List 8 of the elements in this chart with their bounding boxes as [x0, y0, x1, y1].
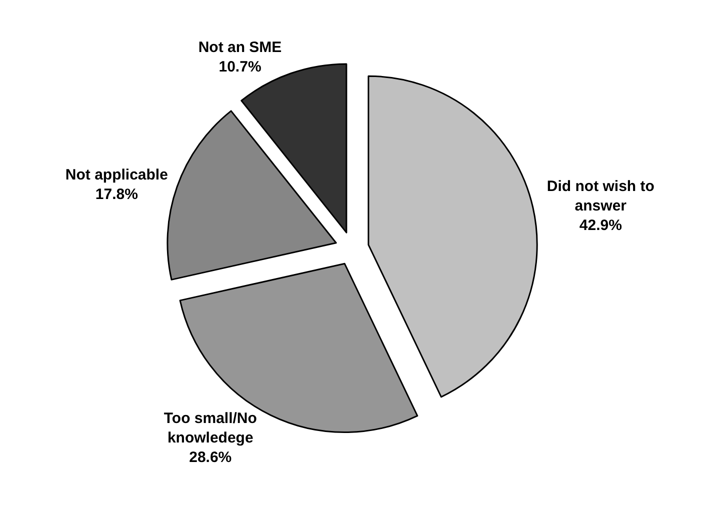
slice-label: Not an SME	[198, 38, 282, 56]
data-label: 42.9%	[579, 217, 622, 234]
data-label: 10.7%	[218, 58, 262, 76]
slice-label: Not applicable	[65, 166, 168, 184]
data-label: 17.8%	[95, 186, 138, 203]
data-label: 28.6%	[189, 448, 232, 466]
slice-label: Did not wish to answer	[546, 178, 654, 215]
slice-label: Too small/No knowledege	[164, 410, 257, 446]
